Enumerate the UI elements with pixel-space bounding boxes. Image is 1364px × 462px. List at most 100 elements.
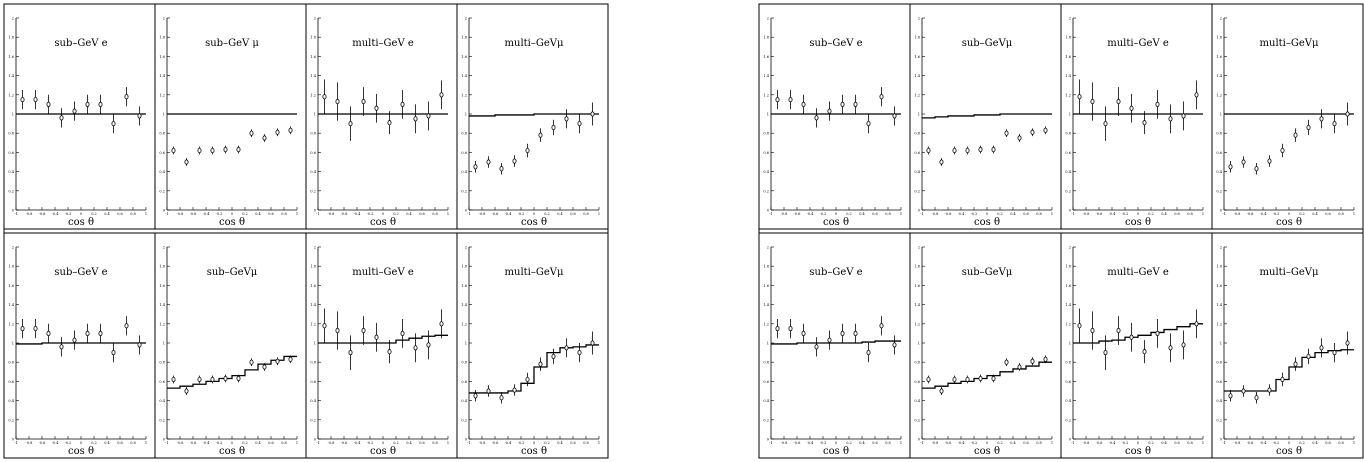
- x-tick-label: 1: [1051, 441, 1053, 445]
- y-tick-label: 0.6: [914, 151, 920, 155]
- x-axis-label: cos θ: [823, 217, 849, 228]
- x-tick-label: 0.2: [393, 212, 399, 216]
- subplot: 0 0.2 0.4 0.6 0.8 1 1.2 1.4 1.6 1.8 2 -1 -0.8 -0.6 -0.…: [305, 232, 458, 459]
- y-tick-label: 0.8: [8, 132, 14, 136]
- y-tick-label: 0.6: [763, 380, 769, 384]
- data-point: [1319, 116, 1324, 122]
- data-point: [348, 121, 353, 127]
- x-tick-label: 0.4: [1010, 212, 1016, 216]
- subplot: 0 0.2 0.4 0.6 0.8 1 1.2 1.4 1.6 1.8 2 -1 -0.8 -0.6 -0.…: [1060, 232, 1213, 459]
- y-tick-label: 0.6: [1065, 380, 1071, 384]
- x-tick-label: -0.4: [807, 441, 815, 445]
- data-point: [33, 97, 38, 103]
- y-tick-label: 0.8: [914, 361, 920, 365]
- x-tick-label: 1: [1202, 212, 1204, 216]
- y-tick-label: 0.2: [914, 418, 920, 422]
- y-tick-label: 1.4: [914, 74, 920, 78]
- x-tick-label: -0.8: [328, 441, 335, 445]
- data-point: [892, 342, 897, 348]
- x-tick-label: 1: [145, 212, 147, 216]
- y-tick-label: 0: [1069, 209, 1071, 213]
- data-point: [1004, 359, 1009, 365]
- y-tick-label: 0.2: [461, 189, 467, 193]
- data-point: [184, 159, 189, 165]
- x-axis-label: cos θ: [521, 446, 547, 457]
- x-tick-label: 0.8: [130, 212, 136, 216]
- y-tick-label: 2: [12, 246, 14, 250]
- data-point: [1254, 395, 1259, 401]
- data-point: [991, 375, 996, 382]
- data-point: [236, 375, 241, 382]
- y-tick-label: 1.4: [159, 74, 165, 78]
- y-tick-label: 0.6: [763, 151, 769, 155]
- y-tick-label: 0.8: [1065, 132, 1071, 136]
- x-axis-label: cos θ: [370, 446, 396, 457]
- y-tick-label: 1.6: [310, 284, 316, 288]
- y-tick-label: 2: [465, 246, 467, 250]
- y-tick-label: 0.2: [159, 189, 165, 193]
- y-tick-label: 1.4: [310, 74, 316, 78]
- x-tick-label: -1: [769, 441, 772, 445]
- y-tick-label: 1.4: [461, 74, 467, 78]
- x-tick-label: 0.8: [432, 212, 438, 216]
- x-tick-label: -0.6: [492, 212, 499, 216]
- y-tick-label: 0.8: [1065, 361, 1071, 365]
- data-point: [1116, 98, 1121, 105]
- x-tick-label: 0.4: [1161, 212, 1167, 216]
- subplot: 0 0.2 0.4 0.6 0.8 1 1.2 1.4 1.6 1.8 2 -1 -0.8 -0.6 -0.…: [456, 232, 609, 459]
- data-point: [1228, 393, 1233, 399]
- x-tick-label: 0: [80, 441, 82, 445]
- x-tick-label: 0.6: [570, 441, 576, 445]
- y-tick-label: 0.4: [8, 399, 14, 403]
- data-point: [1004, 130, 1009, 136]
- y-tick-label: 1: [465, 342, 467, 346]
- subplot-title: multi–GeVμ: [1260, 267, 1319, 278]
- subplot: 0 0.2 0.4 0.6 0.8 1 1.2 1.4 1.6 1.8 2 -1 -0.8 -0.6 -0.…: [305, 3, 458, 230]
- x-tick-label: -0.4: [354, 441, 362, 445]
- y-tick-label: 0: [1069, 438, 1071, 442]
- y-tick-label: 0.8: [159, 361, 165, 365]
- data-point: [512, 387, 517, 393]
- y-tick-label: 1.8: [763, 36, 769, 40]
- x-tick-label: -0.4: [203, 441, 211, 445]
- x-axis-label: cos θ: [1125, 217, 1151, 228]
- x-tick-label: 0.8: [583, 212, 589, 216]
- subplot: 0 0.2 0.4 0.6 0.8 1 1.2 1.4 1.6 1.8 2 -1 -0.8 -0.6 -0.…: [3, 3, 156, 230]
- y-tick-label: 2: [918, 246, 920, 250]
- x-tick-label: -0.2: [971, 441, 978, 445]
- x-tick-label: 0.6: [117, 441, 123, 445]
- data-point: [98, 101, 103, 108]
- x-tick-label: 0.8: [432, 441, 438, 445]
- data-point: [1194, 92, 1199, 98]
- data-point: [952, 147, 957, 154]
- y-tick-label: 1.4: [1216, 303, 1222, 307]
- data-point: [1030, 129, 1035, 135]
- x-tick-label: -0.4: [354, 212, 362, 216]
- y-tick-label: 1.6: [1216, 284, 1222, 288]
- data-point: [439, 321, 444, 327]
- x-tick-label: 0.6: [1174, 212, 1180, 216]
- data-point: [499, 395, 504, 401]
- y-tick-label: 1.2: [914, 93, 920, 97]
- y-tick-label: 1.6: [461, 284, 467, 288]
- x-tick-label: -0.8: [1234, 441, 1241, 445]
- y-tick-label: 1.6: [914, 55, 920, 59]
- subplot-title: sub–GeV e: [54, 38, 107, 49]
- y-tick-label: 1.2: [1216, 322, 1222, 326]
- y-tick-label: 1.2: [461, 322, 467, 326]
- data-point: [1267, 158, 1272, 164]
- x-tick-label: -0.6: [492, 441, 499, 445]
- data-point: [939, 159, 944, 165]
- y-tick-label: 1.8: [1065, 265, 1071, 269]
- x-axis-label: cos θ: [521, 217, 547, 228]
- data-point: [1319, 345, 1324, 351]
- data-point: [1077, 94, 1082, 100]
- y-tick-label: 1: [767, 342, 769, 346]
- y-tick-label: 1.8: [8, 36, 14, 40]
- subplot-frame: [456, 3, 609, 230]
- subplot-title: sub–GeV e: [809, 38, 862, 49]
- y-tick-label: 2: [163, 246, 165, 250]
- x-tick-label: 1: [447, 441, 449, 445]
- y-tick-label: 1: [1069, 113, 1071, 117]
- x-tick-label: -0.2: [216, 212, 223, 216]
